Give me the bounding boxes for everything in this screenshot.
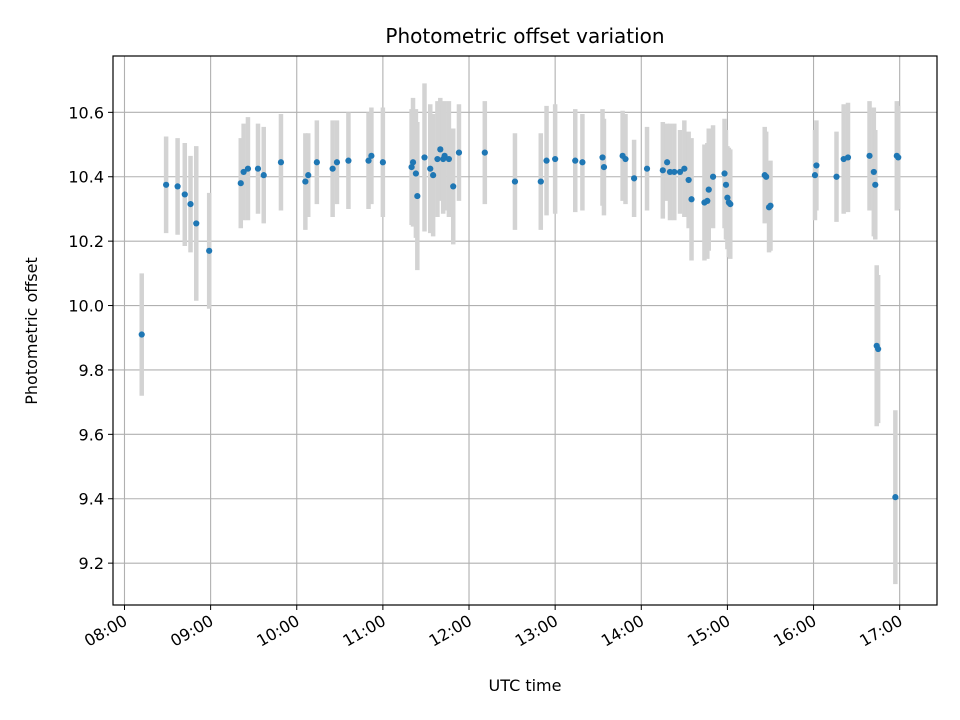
y-tick-label: 9.4 xyxy=(79,490,104,509)
data-point xyxy=(579,159,586,166)
data-point xyxy=(676,168,684,176)
data-point xyxy=(187,201,194,208)
data-point xyxy=(600,163,608,171)
data-point xyxy=(572,157,579,164)
data-point xyxy=(174,183,181,190)
data-point xyxy=(813,162,820,169)
data-point xyxy=(365,157,372,164)
data-point xyxy=(430,172,437,179)
data-point xyxy=(409,159,417,166)
y-tick-label: 10.4 xyxy=(68,168,104,187)
data-point xyxy=(244,165,252,172)
data-point xyxy=(450,183,457,190)
data-point xyxy=(659,167,666,174)
data-point xyxy=(511,178,519,185)
plot-frame xyxy=(112,55,938,606)
data-point xyxy=(441,152,448,159)
data-point xyxy=(302,178,309,185)
data-point xyxy=(437,146,444,153)
data-point xyxy=(709,173,717,180)
data-point xyxy=(305,172,312,179)
data-point xyxy=(445,155,453,163)
data-point xyxy=(240,168,247,176)
data-point xyxy=(811,172,819,179)
data-point xyxy=(379,159,386,166)
data-point xyxy=(664,159,671,166)
y-tick-label: 9.8 xyxy=(79,361,104,380)
chart-title: Photometric offset variation xyxy=(385,24,664,48)
data-points xyxy=(138,146,902,501)
data-point xyxy=(260,172,267,179)
data-point xyxy=(552,155,559,163)
data-point xyxy=(866,152,873,159)
data-point xyxy=(767,202,774,209)
data-point xyxy=(763,173,770,180)
y-tick-label: 10.6 xyxy=(68,103,104,122)
y-tick-label: 9.6 xyxy=(79,425,104,444)
data-point xyxy=(455,149,463,156)
data-point xyxy=(622,155,629,163)
data-point xyxy=(163,181,170,188)
data-point xyxy=(368,152,375,159)
data-point xyxy=(408,163,415,171)
data-point xyxy=(643,165,651,172)
data-point xyxy=(412,170,419,177)
y-axis-ticks: 9.2 9.4 9.6 9.8 10.0 10.2 10.4 10.6 xyxy=(68,103,113,573)
data-point xyxy=(721,170,728,177)
x-axis-label: UTC time xyxy=(489,676,562,695)
data-point xyxy=(631,175,638,182)
data-point xyxy=(895,154,902,161)
data-point xyxy=(681,165,688,172)
data-point xyxy=(688,196,695,203)
data-point xyxy=(599,154,606,161)
data-point xyxy=(666,168,674,176)
data-point xyxy=(833,173,840,180)
data-point xyxy=(722,181,730,188)
data-point xyxy=(181,191,188,198)
data-point xyxy=(892,494,899,501)
data-point xyxy=(704,197,711,204)
data-point xyxy=(727,201,734,208)
y-axis-label: Photometric offset xyxy=(22,257,41,405)
data-point xyxy=(345,157,352,164)
data-point xyxy=(206,247,213,254)
data-point xyxy=(237,180,244,187)
data-point xyxy=(414,192,421,200)
y-tick-label: 10.0 xyxy=(68,297,104,316)
data-point xyxy=(329,165,336,172)
y-tick-label: 10.2 xyxy=(68,232,104,251)
data-point xyxy=(421,154,428,161)
y-tick-label: 9.2 xyxy=(79,554,104,573)
data-point xyxy=(277,159,285,166)
data-point xyxy=(138,331,145,338)
data-point xyxy=(724,194,731,201)
data-point xyxy=(481,149,488,156)
data-point xyxy=(543,157,550,164)
data-point xyxy=(671,168,678,176)
data-point xyxy=(685,176,692,184)
data-point xyxy=(254,165,262,172)
data-point xyxy=(434,155,441,163)
data-point xyxy=(333,159,341,166)
data-point xyxy=(872,181,879,188)
data-point xyxy=(193,220,200,227)
data-point xyxy=(537,178,544,185)
data-point xyxy=(870,168,877,176)
data-point xyxy=(427,165,434,172)
data-point xyxy=(875,345,882,353)
data-point xyxy=(313,159,320,166)
data-point xyxy=(705,186,712,193)
data-point xyxy=(844,154,852,161)
